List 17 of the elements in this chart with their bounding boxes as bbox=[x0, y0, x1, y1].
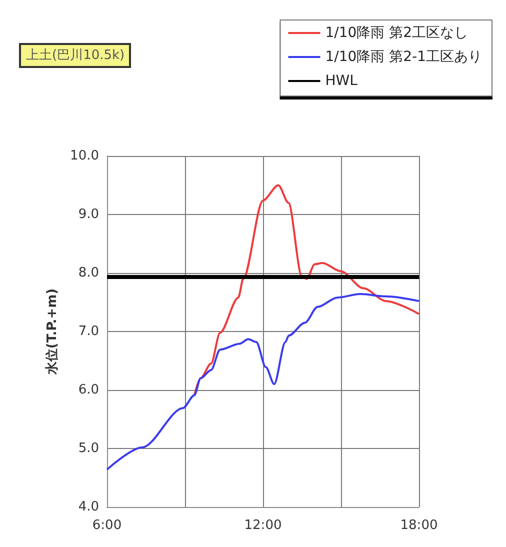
legend-label: 1/10降雨 第2-1工区あり bbox=[325, 49, 482, 65]
x-tick-label: 12:00 bbox=[244, 518, 282, 533]
x-tick-label: 18:00 bbox=[400, 518, 438, 533]
y-tick-label: 9.0 bbox=[78, 207, 99, 222]
y-tick-label: 8.0 bbox=[78, 266, 99, 280]
y-tick-label: 5.0 bbox=[78, 441, 99, 456]
y-axis-title: 水位(T.P.+m) bbox=[45, 288, 60, 376]
line-series bbox=[193, 184, 420, 396]
y-tick-label: 4.0 bbox=[78, 500, 99, 514]
y-tick-label: 10.0 bbox=[70, 148, 99, 164]
y-tick-label: 7.0 bbox=[78, 324, 99, 339]
line-series bbox=[106, 293, 420, 471]
y-tick-label: 6.0 bbox=[78, 382, 99, 398]
legend-label: 1/10降雨 第2工区なし bbox=[325, 25, 468, 41]
legend-label: HWL bbox=[325, 73, 358, 89]
text: 上土(巴川10.5k) bbox=[26, 48, 125, 63]
x-tick-label: 6:00 bbox=[92, 518, 122, 533]
